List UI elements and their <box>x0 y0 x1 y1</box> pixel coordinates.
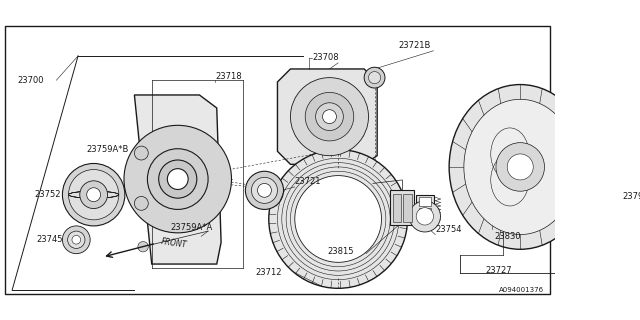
Ellipse shape <box>496 143 545 191</box>
Text: 23759A*A: 23759A*A <box>170 223 212 232</box>
Text: A094001376: A094001376 <box>499 287 545 293</box>
Ellipse shape <box>608 183 623 199</box>
Text: 23727: 23727 <box>486 267 512 276</box>
Ellipse shape <box>147 149 208 209</box>
Ellipse shape <box>369 72 381 84</box>
Text: 23797: 23797 <box>623 192 640 201</box>
Ellipse shape <box>508 154 533 180</box>
Ellipse shape <box>80 181 108 209</box>
Bar <box>390 190 415 225</box>
Ellipse shape <box>464 99 577 235</box>
Text: 23721: 23721 <box>295 177 321 186</box>
Ellipse shape <box>252 177 278 203</box>
Text: 23718: 23718 <box>215 72 242 81</box>
Text: 23708: 23708 <box>312 53 339 62</box>
Ellipse shape <box>584 151 609 186</box>
Ellipse shape <box>269 149 408 288</box>
Bar <box>603 132 618 202</box>
Bar <box>403 194 412 221</box>
Ellipse shape <box>449 84 591 249</box>
Text: 23754: 23754 <box>435 225 462 234</box>
Ellipse shape <box>159 160 197 198</box>
Ellipse shape <box>295 176 381 262</box>
Ellipse shape <box>305 92 354 141</box>
Ellipse shape <box>86 188 100 202</box>
Ellipse shape <box>323 110 337 124</box>
Ellipse shape <box>63 226 90 254</box>
Ellipse shape <box>608 135 623 150</box>
Ellipse shape <box>124 125 232 233</box>
Ellipse shape <box>134 146 148 160</box>
Ellipse shape <box>138 242 148 252</box>
Ellipse shape <box>63 164 125 226</box>
Text: FRONT: FRONT <box>161 237 188 250</box>
Ellipse shape <box>68 170 119 220</box>
Text: 23830: 23830 <box>494 232 521 241</box>
Ellipse shape <box>72 236 81 244</box>
Polygon shape <box>278 69 377 164</box>
Text: 23745: 23745 <box>36 235 63 244</box>
Ellipse shape <box>68 231 85 248</box>
Ellipse shape <box>134 196 148 210</box>
Bar <box>419 208 431 216</box>
Ellipse shape <box>167 169 188 189</box>
Text: 23815: 23815 <box>328 246 355 256</box>
Text: 23759A*B: 23759A*B <box>86 145 129 154</box>
Polygon shape <box>134 95 221 264</box>
Text: 23752: 23752 <box>35 190 61 199</box>
Ellipse shape <box>245 171 284 209</box>
Ellipse shape <box>409 201 440 232</box>
Bar <box>416 195 433 221</box>
Text: 23721B: 23721B <box>399 41 431 50</box>
Ellipse shape <box>257 183 271 197</box>
Ellipse shape <box>589 156 604 181</box>
Text: 23712: 23712 <box>256 268 282 277</box>
Bar <box>393 194 401 221</box>
Text: 23700: 23700 <box>17 76 44 85</box>
Ellipse shape <box>291 78 369 156</box>
Ellipse shape <box>364 67 385 88</box>
Ellipse shape <box>416 208 433 225</box>
Bar <box>419 197 431 206</box>
Ellipse shape <box>316 103 343 131</box>
